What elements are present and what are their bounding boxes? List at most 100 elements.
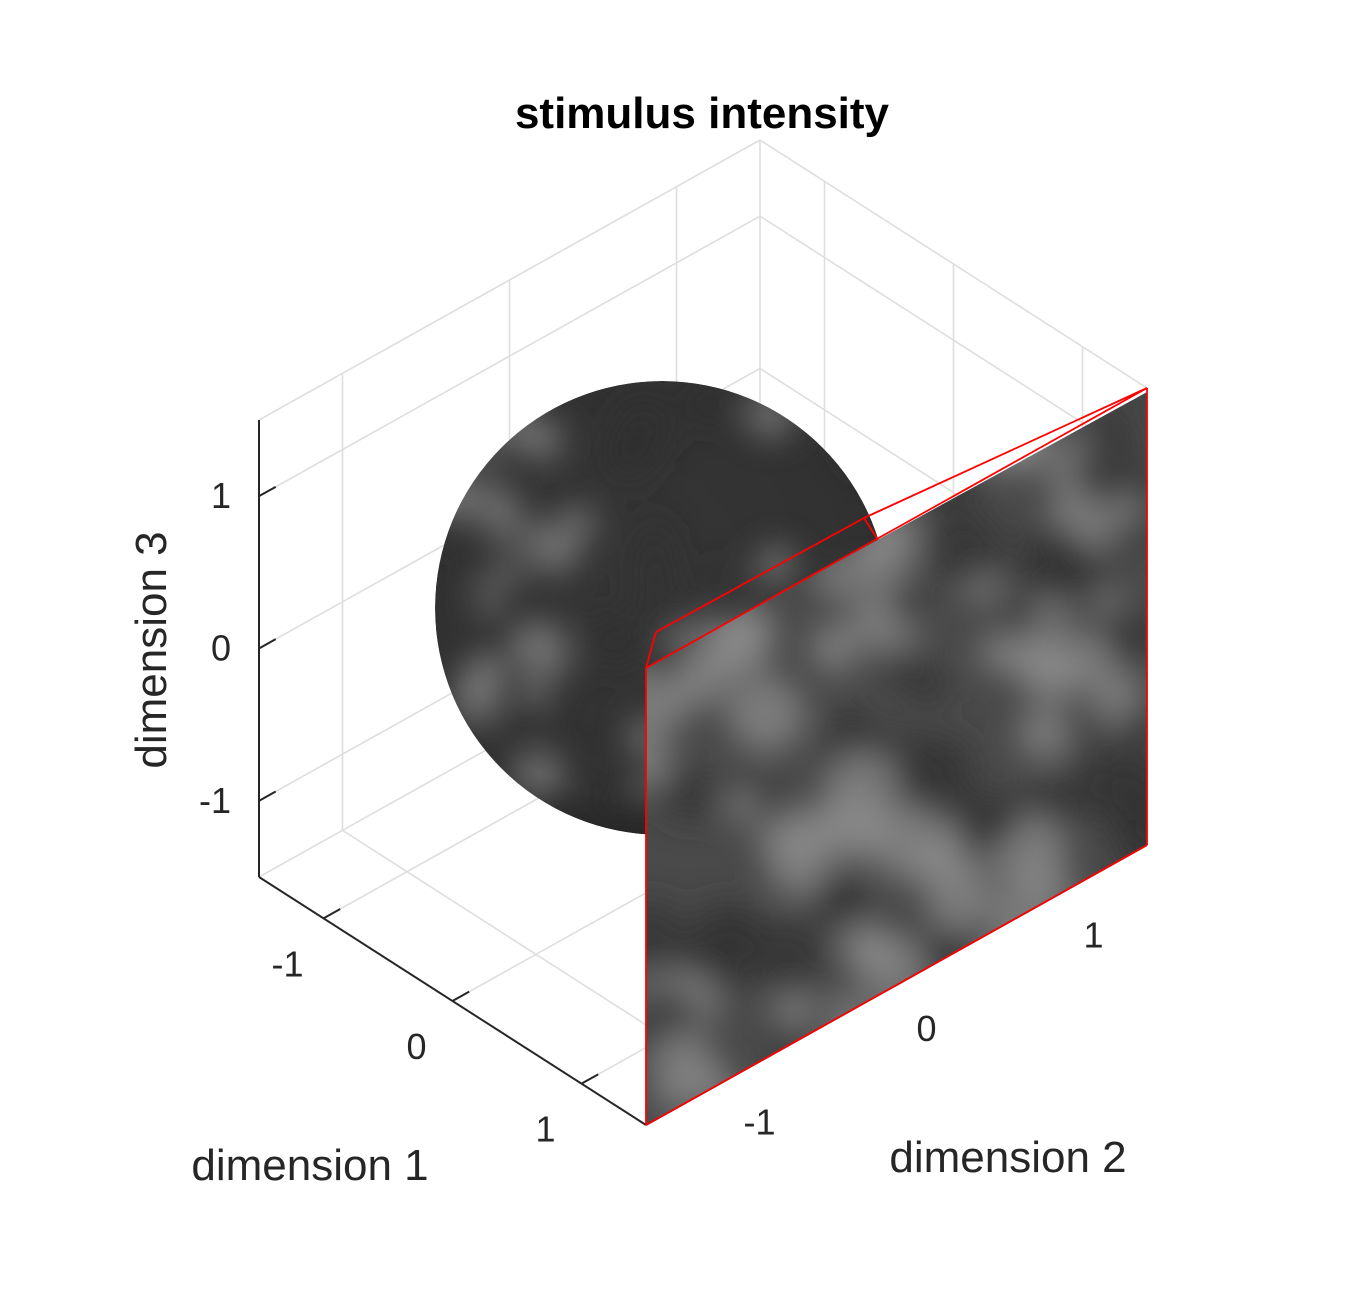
plane-texture-blob — [1115, 392, 1145, 395]
plane-texture-blob — [940, 430, 973, 463]
plane-texture-blob — [1112, 1047, 1147, 1099]
plane-texture-blob — [1095, 1001, 1147, 1080]
plane-edges — [645, 387, 1148, 1126]
z-tick-mark — [258, 790, 277, 802]
x-tick-label: 0 — [406, 1026, 426, 1067]
plane-texture-blob — [924, 862, 994, 932]
plane-texture-blob — [853, 542, 887, 576]
sphere-texture-blob — [840, 415, 889, 470]
plane-texture-blob — [933, 1039, 977, 1083]
grid-line — [258, 139, 761, 421]
x-tick-label: 1 — [535, 1109, 555, 1150]
tick-labels: -1 0 1 -1 0 1 -1 0 1 — [199, 475, 1104, 1150]
plane-texture-blob — [888, 585, 929, 626]
z-tick-label: 1 — [211, 475, 231, 516]
z-tick-label: -1 — [199, 780, 231, 821]
plane-texture-blob — [1119, 720, 1147, 751]
plane-texture-blob — [883, 649, 920, 686]
plane-edge — [863, 517, 879, 541]
plane-texture-blob — [1043, 1034, 1084, 1075]
plane-edge — [655, 517, 865, 633]
plane-texture-blob — [770, 1105, 814, 1125]
plane-edge — [645, 631, 657, 669]
plane-texture-blob — [852, 812, 889, 850]
plane-texture-blob — [768, 838, 827, 897]
y-tick-label: -1 — [743, 1101, 775, 1142]
plane-texture-blob — [1105, 606, 1147, 662]
z-tick-mark — [258, 638, 277, 650]
plane-texture-blob — [1003, 1013, 1042, 1053]
plane-texture-blob — [824, 1078, 875, 1125]
plane-texture-blob — [1060, 627, 1117, 684]
plane-texture-blob — [1112, 796, 1147, 847]
plane-texture-blob — [922, 412, 979, 470]
plane-texture-blob — [1070, 439, 1137, 506]
plane-texture-blob — [824, 750, 899, 824]
x-tick-mark — [323, 908, 341, 920]
plane-texture-blob — [1047, 972, 1115, 1040]
sphere-texture-blob — [463, 765, 501, 804]
plane-texture-blob — [750, 918, 828, 996]
plane-texture-blob — [810, 623, 860, 673]
plane-texture-blob — [968, 793, 1020, 845]
x-tick-label: -1 — [271, 943, 303, 984]
plane-texture-blob — [882, 988, 918, 1023]
plane-texture-blob — [978, 632, 1020, 673]
grid-line — [759, 215, 1148, 465]
plane-texture-blob — [725, 788, 761, 824]
plane-texture-blob — [990, 880, 1070, 960]
plane-texture-blob — [1111, 491, 1146, 526]
plane-edge — [863, 387, 1148, 519]
plane-texture-blob — [1030, 955, 1075, 999]
plane-texture-blob — [1126, 867, 1147, 898]
x-tick-mark — [581, 1073, 599, 1085]
z-tick-mark — [258, 485, 277, 498]
plane-texture-blob — [929, 738, 974, 782]
x-axis-label: dimension 1 — [191, 1141, 428, 1190]
plane-texture-blob — [689, 901, 761, 974]
x-tick-mark — [452, 990, 470, 1002]
z-tick-label: 0 — [211, 628, 231, 669]
plane-texture-blob — [864, 1081, 912, 1125]
plane-texture-blob — [926, 507, 1004, 586]
grid-line — [759, 139, 1148, 389]
chart-title: stimulus intensity — [515, 89, 890, 138]
plane-texture-blob — [839, 995, 870, 1025]
plane-texture-blob — [646, 900, 685, 971]
sphere-texture-blob — [452, 414, 495, 456]
plane-texture-blob — [1008, 1090, 1044, 1125]
z-axis-label: dimension 3 — [127, 531, 176, 768]
plane-texture-blob — [979, 942, 1052, 1015]
plane-edge — [645, 387, 1148, 669]
plane-texture-blob — [670, 644, 734, 708]
plane-texture-blob — [1124, 948, 1147, 989]
plane-texture-blob — [771, 984, 818, 1031]
plane-texture-blob — [810, 878, 847, 915]
plane-texture-blob — [1017, 705, 1074, 761]
plane-texture-blob — [822, 1105, 883, 1125]
plane-texture-blob — [670, 1112, 709, 1125]
plane-texture-blob — [962, 980, 1036, 1055]
plane-texture-blob — [727, 675, 805, 753]
plane-texture-blob — [661, 766, 717, 821]
plane-texture-blob — [836, 1059, 891, 1113]
plane-texture-blob — [832, 703, 866, 737]
y-axis-label: dimension 2 — [889, 1133, 1126, 1182]
grid-line — [258, 215, 761, 497]
plane-texture-blob — [646, 730, 671, 789]
plane-texture-blob — [946, 1014, 1008, 1076]
plane-texture-blob — [1046, 962, 1095, 1010]
plane-texture-blob — [1036, 973, 1095, 1032]
plane-texture-blob — [1088, 667, 1143, 723]
y-tick-label: 0 — [916, 1008, 936, 1049]
plane-edge — [645, 844, 1148, 1126]
sphere-texture-blob — [452, 760, 505, 813]
plane-texture-blob — [881, 1014, 913, 1046]
plane-texture-blob — [988, 412, 1051, 474]
plane-texture-blob — [656, 1078, 691, 1113]
sphere-texture-blob — [482, 793, 512, 822]
plane-texture-blob — [803, 1042, 878, 1116]
plane-texture-blob — [856, 935, 929, 1008]
plane-texture-blob — [1012, 522, 1090, 600]
